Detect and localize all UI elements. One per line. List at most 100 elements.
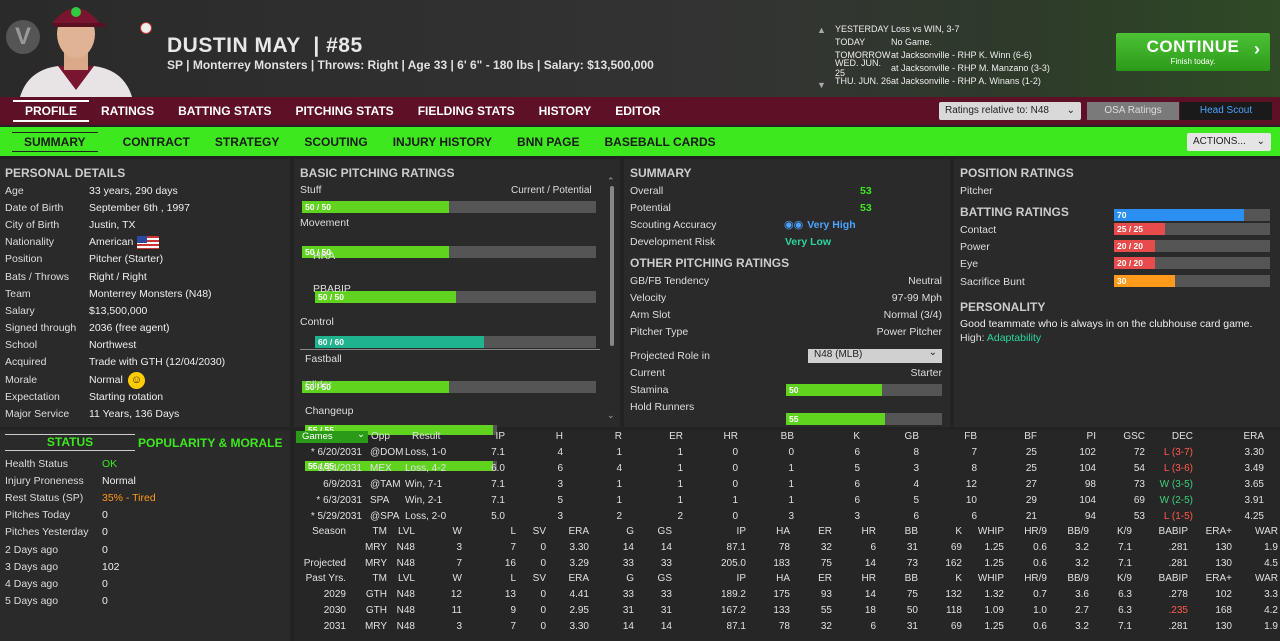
past-cell: 12: [450, 589, 462, 600]
game-cell: @TAM: [370, 479, 401, 490]
status-label: Health Status: [5, 457, 69, 470]
ratings-relative-select[interactable]: Ratings relative to: N48 ⌄: [939, 102, 1081, 120]
schedule-row: YESTERDAY Loss vs WIN, 3-7: [815, 22, 1105, 35]
subtab-strategy[interactable]: STRATEGY: [214, 134, 280, 149]
game-cell: 54: [1133, 463, 1145, 474]
batting-value: 20 / 20: [1117, 241, 1143, 252]
stats-table: Opp Result IP H R ER HR BB K GB FB BF PI GSC DEC ERA * 6…: [294, 430, 1280, 641]
past-cell: MRY: [364, 621, 387, 632]
detail-value: Pitcher (Starter): [89, 253, 164, 266]
rating-label: Movement: [300, 217, 350, 229]
games-header: BB: [780, 431, 794, 442]
actions-dropdown[interactable]: ACTIONS... ⌄: [1187, 133, 1271, 151]
pitcher-rating-value: 70: [1117, 210, 1127, 220]
tab-editor[interactable]: EDITOR: [615, 104, 661, 118]
past-cell: 0: [540, 621, 546, 632]
past-cell: 78: [778, 621, 790, 632]
subtab-baseball-cards[interactable]: BASEBALL CARDS: [604, 134, 716, 149]
osa-ratings-button[interactable]: OSA Ratings: [1087, 102, 1179, 120]
schedule-event: No Game.: [891, 36, 933, 47]
tab-profile[interactable]: PROFILE: [13, 100, 90, 122]
game-cell: 94: [1084, 511, 1096, 522]
game-date[interactable]: * 6/20/2031: [310, 447, 362, 458]
season-cell: 75: [820, 558, 832, 569]
past-header: BB/9: [1067, 573, 1089, 584]
past-cell: .278: [1168, 589, 1188, 600]
game-cell: 7.1: [491, 495, 505, 506]
season-header: W: [452, 526, 462, 537]
past-header: BABIP: [1158, 573, 1188, 584]
subtab-summary[interactable]: SUMMARY: [12, 131, 98, 152]
games-header: IP: [495, 431, 505, 442]
game-cell: 25: [1025, 447, 1037, 458]
game-cell: 1: [677, 479, 683, 490]
status-value: 102: [102, 560, 120, 573]
season-cell: 33: [660, 558, 672, 569]
past-cell: 9: [510, 605, 516, 616]
subtab-bnn-page[interactable]: BNN PAGE: [517, 134, 580, 149]
other-ratings-title: OTHER PITCHING RATINGS: [630, 256, 790, 270]
season-header: ER: [818, 526, 832, 537]
game-cell: 1: [788, 495, 794, 506]
game-date[interactable]: * 6/14/2031: [310, 463, 362, 474]
tab-status[interactable]: STATUS: [5, 434, 135, 451]
status-row: Rest Status (SP) 35% - Tired: [5, 489, 285, 506]
status-row: Pitches Today 0: [5, 507, 285, 524]
subtab-injury-history[interactable]: INJURY HISTORY: [392, 134, 493, 149]
detail-label: Expectation: [5, 390, 60, 403]
detail-value: 33 years, 290 days: [89, 184, 178, 197]
game-cell: 7: [971, 447, 977, 458]
game-cell: 4.25: [1244, 511, 1264, 522]
past-cell: 69: [950, 621, 962, 632]
game-cell: 12: [965, 479, 977, 490]
scrollbar[interactable]: [610, 186, 614, 346]
tab-pitching-stats[interactable]: PITCHING STATS: [295, 104, 394, 118]
season-cell: 32: [820, 542, 832, 553]
schedule-event: at Jacksonville - RHP K. Winn (6-6): [891, 49, 1032, 60]
subtab-scouting[interactable]: SCOUTING: [304, 134, 368, 149]
season-cell: 0.6: [1033, 542, 1047, 553]
rating-label: Stuff: [300, 184, 322, 196]
tab-ratings[interactable]: RATINGS: [101, 104, 155, 118]
projected-role-select[interactable]: N48 (MLB) ⌄: [808, 347, 942, 363]
games-header: ER: [669, 431, 683, 442]
season-cell: 6: [870, 542, 876, 553]
basic-ratings-title: BASIC PITCHING RATINGS: [300, 166, 455, 180]
past-cell: 118: [946, 605, 962, 616]
game-cell: 104: [1079, 495, 1096, 506]
games-select[interactable]: Games ⌄: [296, 429, 368, 443]
scroll-down-icon[interactable]: ⌄: [607, 410, 615, 420]
game-date[interactable]: * 6/3/2031: [316, 495, 362, 506]
detail-row: Position Pitcher (Starter): [5, 251, 285, 268]
past-cell: GTH: [365, 589, 387, 600]
development-risk-value: Very Low: [785, 235, 832, 248]
past-cell: 0: [540, 589, 546, 600]
head-scout-button[interactable]: Head Scout: [1180, 102, 1272, 120]
tab-batting-stats[interactable]: BATTING STATS: [178, 104, 272, 118]
tab-fielding-stats[interactable]: FIELDING STATS: [417, 104, 515, 118]
status-row: Pitches Yesterday 0: [5, 524, 285, 541]
pitcher-rating-bar: 70: [1114, 209, 1270, 221]
tab-history[interactable]: HISTORY: [538, 104, 592, 118]
scouting-accuracy-label: Scouting Accuracy: [630, 218, 717, 231]
schedule-down-icon[interactable]: ▼: [817, 80, 826, 90]
batting-row: Eye 20 / 20: [960, 255, 1272, 272]
rating-bar: 60 / 60: [315, 336, 596, 348]
batting-bar: 30: [1114, 274, 1270, 287]
tab-popularity-morale[interactable]: POPULARITY & MORALE: [138, 436, 283, 450]
continue-button[interactable]: CONTINUE Finish today. ›: [1116, 33, 1270, 71]
subtab-contract[interactable]: CONTRACT: [122, 134, 190, 149]
past-header: HA: [776, 573, 790, 584]
detail-label: Signed through: [5, 322, 77, 335]
game-date[interactable]: * 5/29/2031: [310, 511, 362, 522]
status-row: Injury Proneness Normal: [5, 472, 285, 489]
scroll-up-icon[interactable]: ⌃: [607, 176, 615, 186]
schedule-up-icon[interactable]: ▲: [817, 25, 826, 35]
season-cell: 78: [778, 542, 790, 553]
season-cell: 3.2: [1075, 558, 1089, 569]
season-cell: 16: [504, 558, 516, 569]
detail-value: 11 Years, 136 Days: [89, 408, 180, 421]
other-rating-row: Velocity 97-99 Mph: [630, 289, 942, 306]
game-date[interactable]: 6/9/2031: [323, 479, 362, 490]
past-cell: 93: [820, 589, 832, 600]
